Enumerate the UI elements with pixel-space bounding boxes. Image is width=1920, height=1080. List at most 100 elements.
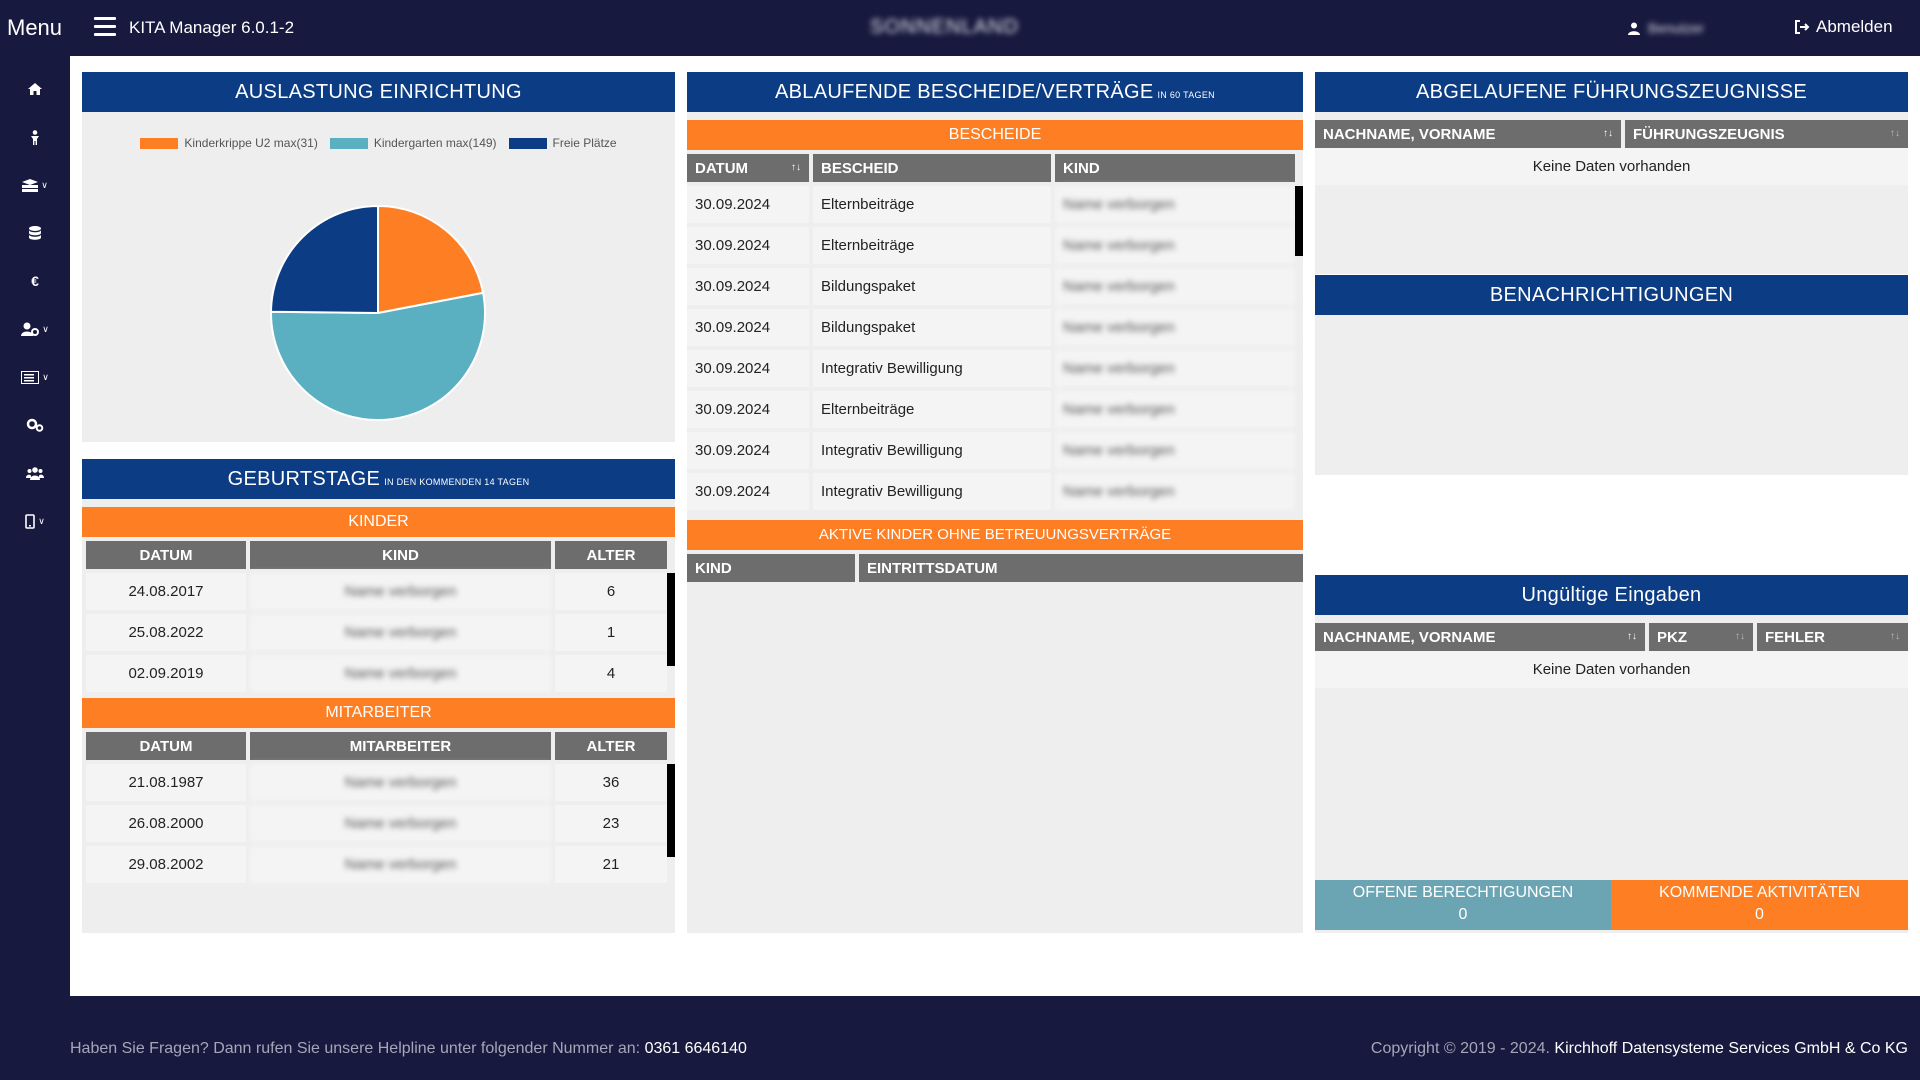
- ungueltige-eingaben-title: Ungültige Eingaben: [1315, 575, 1908, 615]
- user-menu[interactable]: Benutzer: [1620, 12, 1760, 44]
- staff-icon: [26, 466, 44, 480]
- cell-kind: Name verborgen: [1055, 309, 1295, 346]
- kinder-table-scrollbar[interactable]: [667, 573, 675, 666]
- sort-ascending-icon: ↑↓: [791, 162, 801, 173]
- sidebar-item-user-settings[interactable]: ∨: [0, 309, 70, 349]
- column-header-kind[interactable]: KIND: [687, 554, 855, 582]
- table-row[interactable]: 30.09.2024 Elternbeiträge Name verborgen: [687, 227, 1295, 264]
- offene-berechtigungen-tile[interactable]: OFFENE BERECHTIGUNGEN 0: [1315, 880, 1611, 930]
- table-row[interactable]: 30.09.2024 Elternbeiträge Name verborgen: [687, 186, 1295, 223]
- cell-datum: 30.09.2024: [687, 350, 809, 387]
- column-header-eintrittsdatum[interactable]: EINTRITTSDATUM: [859, 554, 1303, 582]
- column-header-label: PKZ: [1657, 628, 1687, 646]
- logout-icon: [1795, 20, 1810, 34]
- bescheide-table-scrollbar[interactable]: [1295, 186, 1303, 256]
- column-header-fehler[interactable]: FEHLER ↑↓: [1757, 623, 1908, 651]
- table-row[interactable]: 25.08.2022 Name verborgen 1: [86, 614, 667, 651]
- table-row[interactable]: 24.08.2017 Name verborgen 6: [86, 573, 667, 610]
- sidebar: ∨ € ∨ ∨ ∨: [0, 56, 70, 996]
- table-row[interactable]: 26.08.2000 Name verborgen 23: [86, 805, 667, 842]
- pie-slice-3[interactable]: [269, 204, 379, 315]
- helpline-phone[interactable]: 0361 6646140: [644, 1040, 747, 1057]
- legend-label: Kindergarten max(149): [373, 136, 497, 150]
- logout-button[interactable]: Abmelden: [1794, 17, 1893, 37]
- cell-kind: Name verborgen: [1055, 432, 1295, 469]
- chevron-down-icon: ∨: [41, 179, 48, 190]
- mitarbeiter-table-scrollbar[interactable]: [667, 764, 675, 857]
- cell-mitarbeiter: Name verborgen: [250, 764, 551, 801]
- fuehrungszeugnisse-panel: ABGELAUFENE FÜHRUNGSZEUGNISSE NACHNAME, …: [1315, 72, 1908, 274]
- cell-bescheid: Elternbeiträge: [813, 227, 1051, 264]
- company-link[interactable]: Kirchhoff Datensysteme Services GmbH & C…: [1554, 1040, 1908, 1057]
- sidebar-item-groups[interactable]: ∨: [0, 165, 70, 205]
- column-header-alter[interactable]: ALTER: [555, 732, 667, 760]
- sidebar-item-database[interactable]: [0, 213, 70, 253]
- column-header-label: NACHNAME, VORNAME: [1323, 125, 1496, 143]
- pie-slice-1[interactable]: [377, 204, 485, 315]
- sidebar-item-home[interactable]: [0, 69, 70, 109]
- column-header-alter[interactable]: ALTER: [555, 541, 667, 569]
- cell-bescheid: Bildungspaket: [813, 268, 1051, 305]
- auslastung-title: AUSLASTUNG EINRICHTUNG: [82, 72, 675, 112]
- sort-ascending-icon: ↑↓: [1603, 128, 1613, 139]
- sidebar-item-mobile[interactable]: ∨: [0, 501, 70, 541]
- main-content: AUSLASTUNG EINRICHTUNG Kinderkrippe U2 m…: [70, 56, 1920, 996]
- chevron-down-icon: ∨: [38, 515, 45, 526]
- table-row[interactable]: 30.09.2024 Elternbeiträge Name verborgen: [687, 391, 1295, 428]
- sidebar-item-staff[interactable]: [0, 453, 70, 493]
- legend-label: Kinderkrippe U2 max(31): [184, 136, 318, 150]
- cell-bescheid: Integrativ Bewilligung: [813, 432, 1051, 469]
- sidebar-item-settings[interactable]: [0, 405, 70, 445]
- table-row[interactable]: 30.09.2024 Bildungspaket Name verborgen: [687, 309, 1295, 346]
- chevron-down-icon: ∨: [42, 323, 49, 334]
- cell-kind: Name verborgen: [1055, 268, 1295, 305]
- table-row[interactable]: 02.09.2019 Name verborgen 4: [86, 655, 667, 692]
- bescheide-section-label: BESCHEIDE: [687, 120, 1303, 150]
- legend-item-krippe[interactable]: Kinderkrippe U2 max(31): [140, 136, 318, 150]
- cell-datum: 30.09.2024: [687, 432, 809, 469]
- column-header-pkz[interactable]: PKZ ↑↓: [1649, 623, 1753, 651]
- sidebar-item-lists[interactable]: ∨: [0, 357, 70, 397]
- auslastung-panel: AUSLASTUNG EINRICHTUNG Kinderkrippe U2 m…: [82, 72, 675, 442]
- column-header-kind[interactable]: KIND: [1055, 154, 1295, 182]
- benachrichtigungen-panel: BENACHRICHTIGUNGEN: [1315, 275, 1908, 475]
- column-header-mitarbeiter[interactable]: MITARBEITER: [250, 732, 551, 760]
- column-header-datum[interactable]: DATUM ↑↓: [687, 154, 809, 182]
- column-header-name[interactable]: NACHNAME, VORNAME ↑↓: [1315, 120, 1621, 148]
- column-header-kind[interactable]: KIND: [250, 541, 551, 569]
- column-header-label: FÜHRUNGSZEUGNIS: [1633, 125, 1785, 143]
- pie-slice-2[interactable]: [270, 291, 486, 421]
- column-header-datum[interactable]: DATUM: [86, 541, 246, 569]
- cell-kind: Name verborgen: [1055, 186, 1295, 223]
- fuehrungszeugnisse-table: NACHNAME, VORNAME ↑↓ FÜHRUNGSZEUGNIS ↑↓: [1311, 116, 1912, 152]
- user-name: Benutzer: [1648, 20, 1705, 36]
- column-header-datum[interactable]: DATUM: [86, 732, 246, 760]
- table-row[interactable]: 30.09.2024 Integrativ Bewilligung Name ver…: [687, 432, 1295, 469]
- helpline-text: Haben Sie Fragen? Dann rufen Sie unsere …: [70, 1040, 641, 1057]
- column-header-bescheid[interactable]: BESCHEID: [813, 154, 1051, 182]
- table-row[interactable]: 30.09.2024 Integrativ Bewilligung Name ver…: [687, 473, 1295, 510]
- hamburger-menu-icon[interactable]: [94, 17, 116, 37]
- cell-alter: 36: [555, 764, 667, 801]
- cell-alter: 21: [555, 846, 667, 883]
- table-row[interactable]: 29.08.2002 Name verborgen 21: [86, 846, 667, 883]
- column-header-name[interactable]: NACHNAME, VORNAME ↑↓: [1315, 623, 1645, 651]
- mitarbeiter-birthday-table-wrap: DATUM MITARBEITER ALTER 21.08.1987 Name v…: [82, 728, 675, 887]
- cell-datum: 21.08.1987: [86, 764, 246, 801]
- cell-bescheid: Integrativ Bewilligung: [813, 350, 1051, 387]
- legend-item-freie-plaetze[interactable]: Freie Plätze: [508, 136, 617, 150]
- column-header-fuehrungszeugnis[interactable]: FÜHRUNGSZEUGNIS ↑↓: [1625, 120, 1908, 148]
- geburtstage-title: GEBURTSTAGE IN DEN KOMMENDEN 14 TAGEN: [82, 459, 675, 499]
- table-row[interactable]: 30.09.2024 Integrativ Bewilligung Name ver…: [687, 350, 1295, 387]
- offene-berechtigungen-count: 0: [1458, 906, 1468, 923]
- kommende-aktivitaeten-tile[interactable]: KOMMENDE AKTIVITÄTEN 0: [1611, 880, 1908, 930]
- ablaufende-title: ABLAUFENDE BESCHEIDE/VERTRÄGE IN 60 TAGEN: [687, 72, 1303, 112]
- sidebar-item-finance[interactable]: €: [0, 261, 70, 301]
- table-row[interactable]: 30.09.2024 Bildungspaket Name verborgen: [687, 268, 1295, 305]
- legend-item-kindergarten[interactable]: Kindergarten max(149): [329, 136, 497, 150]
- child-icon: [31, 129, 39, 145]
- kommende-aktivitaeten-count: 0: [1755, 906, 1764, 923]
- table-row[interactable]: 21.08.1987 Name verborgen 36: [86, 764, 667, 801]
- ungueltige-eingaben-panel: Ungültige Eingaben NACHNAME, VORNAME ↑↓ P…: [1315, 575, 1908, 933]
- sidebar-item-children[interactable]: [0, 117, 70, 157]
